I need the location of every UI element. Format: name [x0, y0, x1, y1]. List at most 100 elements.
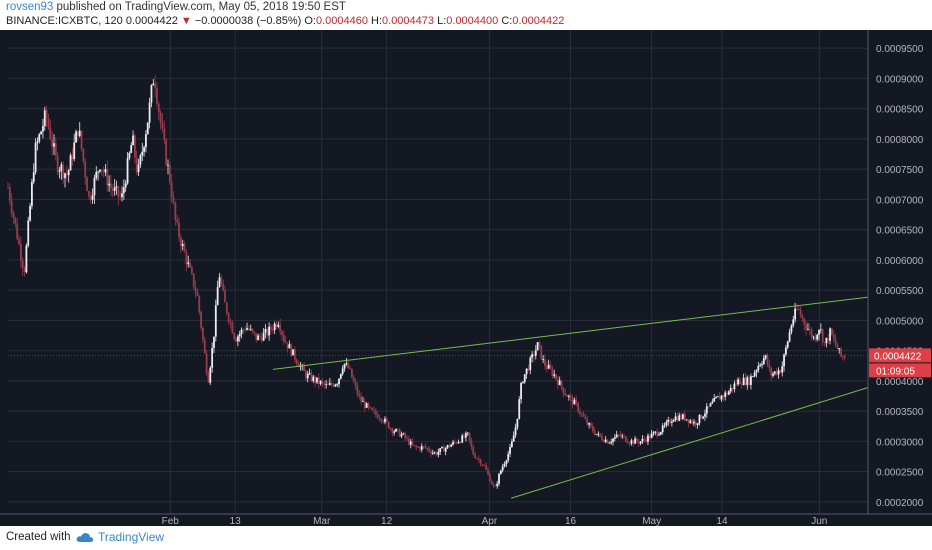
candle-body — [56, 155, 59, 172]
symbol-label: BINANCE:ICXBTC, 120 — [6, 15, 123, 27]
candle-body — [777, 370, 780, 375]
candle-body — [341, 368, 344, 374]
candle-body — [645, 439, 648, 442]
candle-body — [400, 434, 403, 437]
candle-body — [595, 434, 598, 436]
y-tick-label: 0.0003500 — [876, 407, 924, 418]
candle-body — [88, 191, 90, 197]
candle-body — [772, 373, 774, 376]
candle-body — [200, 311, 202, 328]
candle-body — [198, 295, 201, 312]
candle-body — [358, 394, 361, 397]
candle-body — [801, 315, 804, 319]
candle-body — [384, 418, 386, 423]
candle-body — [385, 418, 388, 422]
candle-body — [750, 376, 752, 385]
candle-body — [235, 338, 237, 342]
candle-body — [463, 435, 465, 438]
candle-body — [236, 336, 239, 342]
candle-body — [536, 342, 539, 351]
candle-body — [573, 399, 576, 405]
candle-body — [170, 182, 173, 198]
candle-body — [303, 365, 305, 372]
candle-body — [485, 465, 488, 470]
candle-body — [130, 145, 133, 153]
time-axis[interactable]: Feb 13 Mar 12 Apr 16 May 14 Jun — [0, 513, 932, 527]
candle-body — [82, 148, 85, 162]
candle-body — [422, 446, 425, 447]
candle-body — [354, 381, 357, 386]
candle-body — [119, 196, 122, 198]
candle-body — [362, 401, 364, 403]
candle-body — [713, 398, 716, 402]
candle-body — [141, 151, 144, 156]
candle-body — [560, 380, 563, 388]
candle-body — [233, 333, 236, 339]
y-tick-label: 0.0005000 — [876, 316, 924, 327]
price-axis[interactable]: 0.0002000 0.0002500 0.0003000 0.0003500 0.00… — [867, 30, 932, 526]
chart-area[interactable]: 0.0002000 0.0002500 0.0003000 0.0003500 0.00… — [0, 30, 932, 530]
candle-body — [110, 183, 112, 189]
candle-body — [439, 448, 442, 452]
candle-body — [612, 438, 614, 442]
candle-body — [49, 127, 52, 140]
candle-body — [51, 139, 54, 147]
candle-body — [466, 432, 469, 434]
candle-body — [332, 384, 335, 387]
price-chart[interactable]: 0.0002000 0.0002500 0.0003000 0.0003500 0.00… — [0, 30, 932, 527]
candle-body — [556, 378, 559, 385]
candle-body — [474, 454, 477, 459]
tradingview-logo[interactable]: TradingView — [76, 530, 164, 544]
candle-body — [8, 187, 11, 201]
candle-body — [225, 302, 228, 314]
candle-body — [711, 401, 714, 404]
candle-body — [42, 126, 44, 132]
y-tick-label: 0.0008500 — [876, 105, 924, 116]
candle-body — [73, 142, 76, 160]
candle-body — [257, 335, 260, 341]
candle-body — [111, 188, 114, 191]
low-label: L: — [437, 15, 447, 27]
y-tick-label: 0.0006000 — [876, 256, 924, 267]
trendline-1[interactable] — [272, 292, 901, 370]
candle-body — [661, 425, 664, 433]
candle-body — [659, 432, 662, 435]
candle-body — [472, 446, 475, 455]
candle-body — [260, 336, 263, 341]
candle-body — [753, 372, 756, 377]
candle-body — [731, 387, 734, 390]
candle-body — [168, 164, 171, 183]
candle-body — [402, 433, 405, 435]
candle-body — [23, 268, 26, 273]
candle-body — [441, 446, 443, 449]
candle-body — [602, 439, 605, 442]
candle-body — [431, 452, 434, 454]
candle-body — [597, 433, 600, 435]
candle-body — [124, 183, 127, 188]
candle-body — [676, 416, 679, 421]
candle-body — [840, 348, 842, 357]
candle-body — [549, 364, 552, 369]
candle-body — [682, 414, 684, 419]
candle-body — [18, 238, 20, 245]
candle-body — [470, 440, 473, 447]
candle-body — [715, 397, 717, 399]
candle-body — [790, 325, 793, 333]
candle-body — [687, 419, 690, 423]
candle-body — [814, 336, 817, 340]
candle-body — [733, 383, 736, 390]
author-link[interactable]: rovsen93 — [6, 1, 54, 13]
time-axis-background — [0, 514, 932, 526]
candle-body — [29, 205, 31, 221]
candle-body — [628, 442, 631, 444]
candle-body — [339, 373, 342, 379]
x-tick-label: Jun — [811, 516, 827, 526]
candle-body — [685, 419, 688, 421]
candle-body — [510, 441, 513, 447]
candle-body — [286, 342, 289, 349]
y-tick-label: 0.0007000 — [876, 195, 924, 206]
candle-body — [650, 433, 653, 439]
candle-body — [308, 373, 311, 374]
candle-body — [126, 158, 129, 184]
candle-body — [639, 441, 642, 444]
